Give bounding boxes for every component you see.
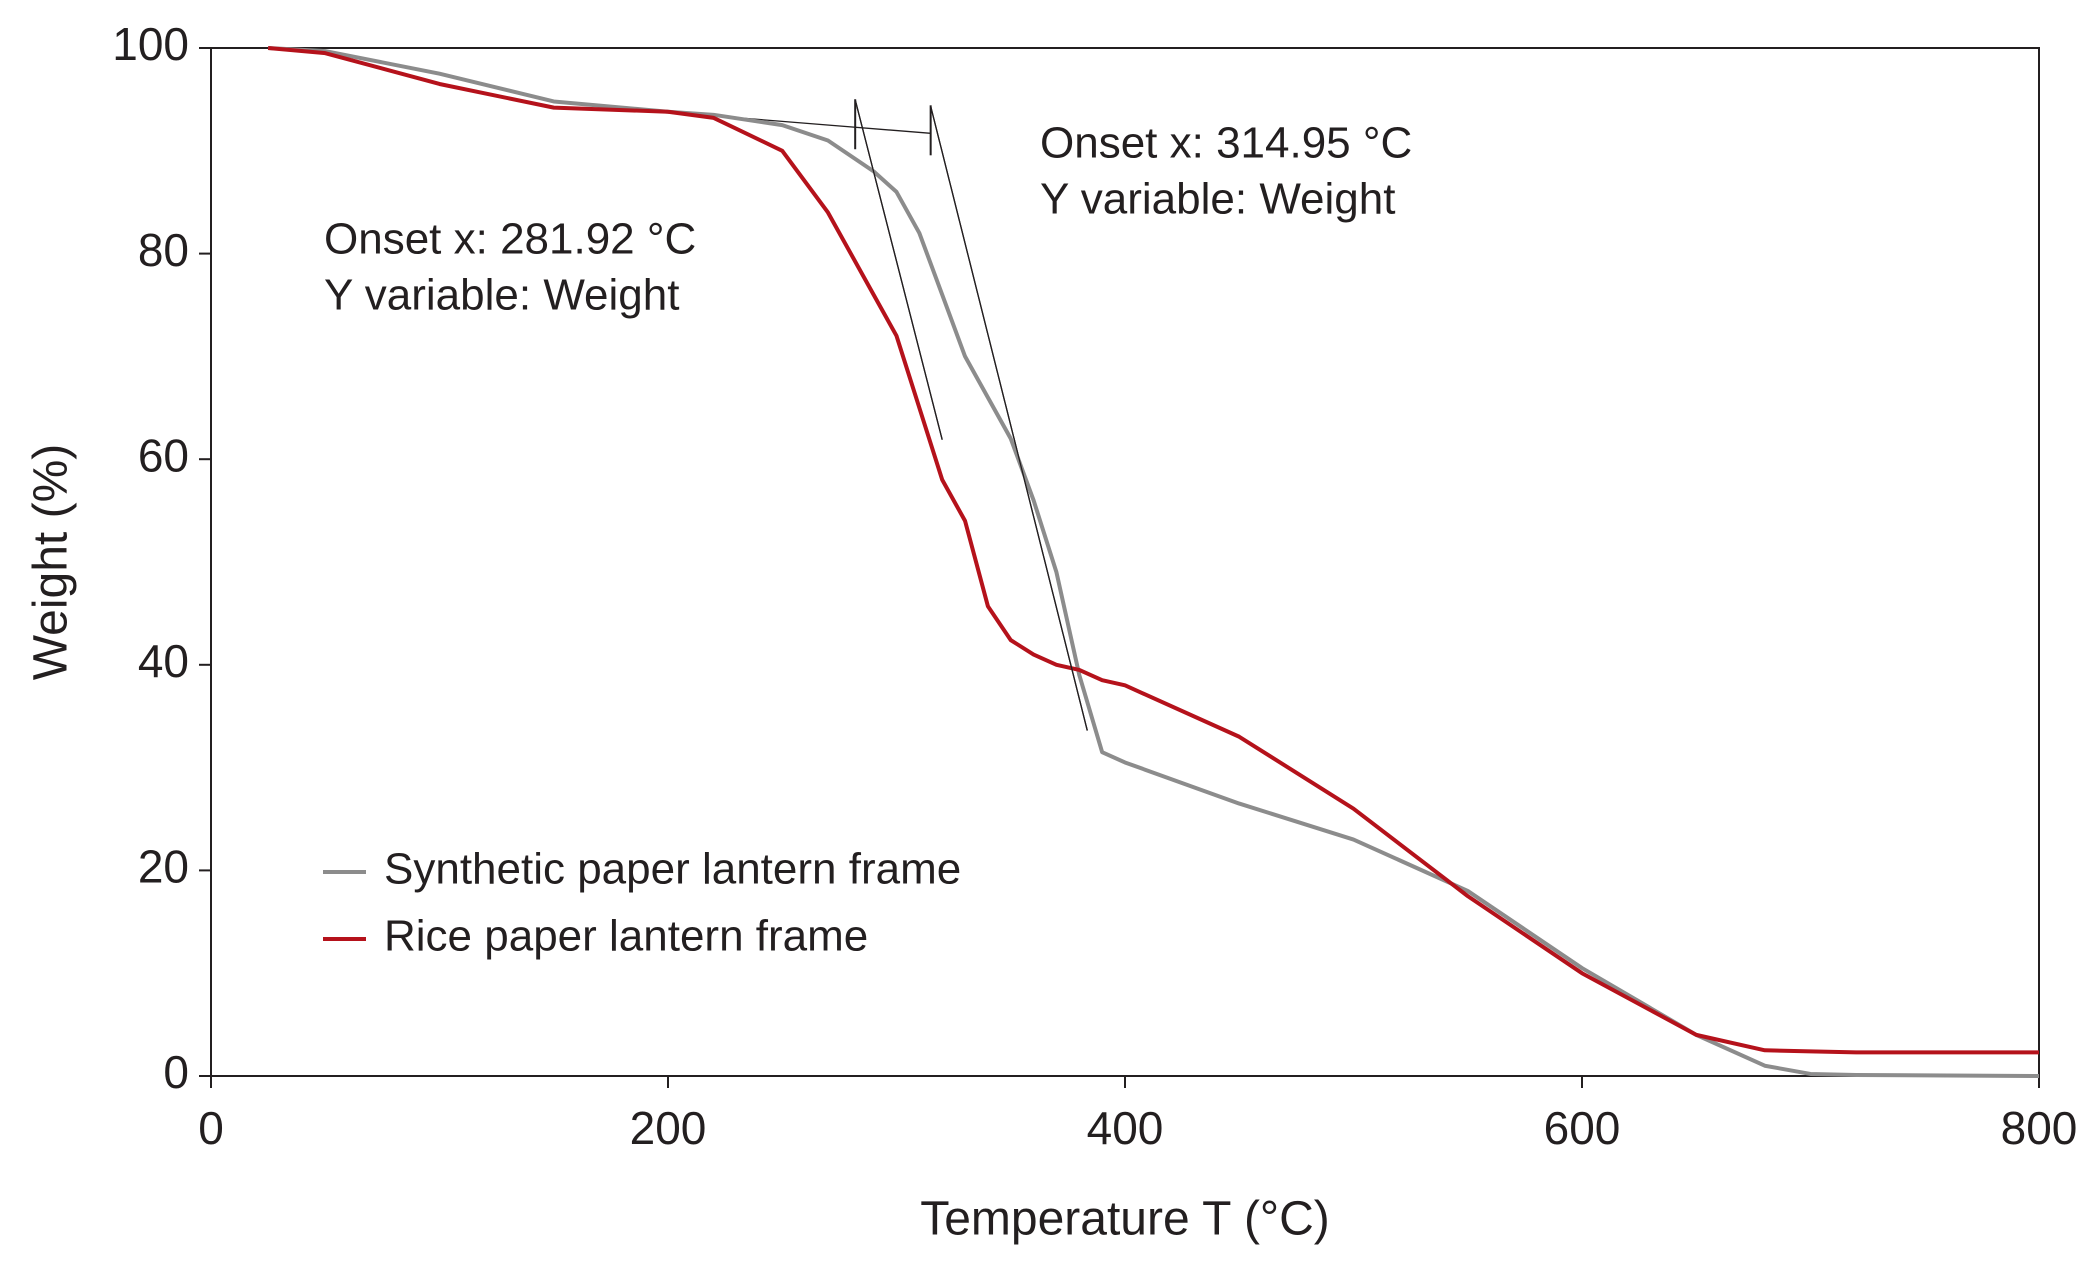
- x-tick-label: 800: [2001, 1102, 2078, 1154]
- onset-tangent-overlay: [854, 100, 943, 440]
- annotation-text: Onset x: 314.95 °C: [1040, 119, 1412, 168]
- x-tick-label: 600: [1544, 1102, 1621, 1154]
- y-tick-label: 80: [138, 224, 189, 276]
- series-line: [267, 46, 2039, 1055]
- annotation-text: Onset x: 281.92 °C: [324, 215, 696, 264]
- legend-label: Synthetic paper lantern frame: [384, 845, 961, 894]
- annotation-text: Y variable: Weight: [1040, 175, 1395, 224]
- x-axis-title: Temperature T (°C): [920, 1193, 1330, 1246]
- y-axis-title: Weight (%): [25, 444, 78, 681]
- y-tick-label: 60: [138, 429, 189, 481]
- x-tick-label: 200: [630, 1102, 707, 1154]
- y-tick-label: 100: [112, 18, 189, 70]
- y-tick-label: 0: [163, 1046, 189, 1098]
- annotation-text: Y variable: Weight: [324, 271, 679, 320]
- legend-label: Rice paper lantern frame: [384, 912, 868, 961]
- series-line: [268, 46, 2040, 1078]
- onset-tangent-overlay: [930, 106, 1088, 731]
- y-tick-label: 40: [138, 635, 189, 687]
- y-tick-label: 20: [138, 841, 189, 893]
- x-tick-label: 400: [1087, 1102, 1164, 1154]
- x-tick-label: 0: [198, 1102, 224, 1154]
